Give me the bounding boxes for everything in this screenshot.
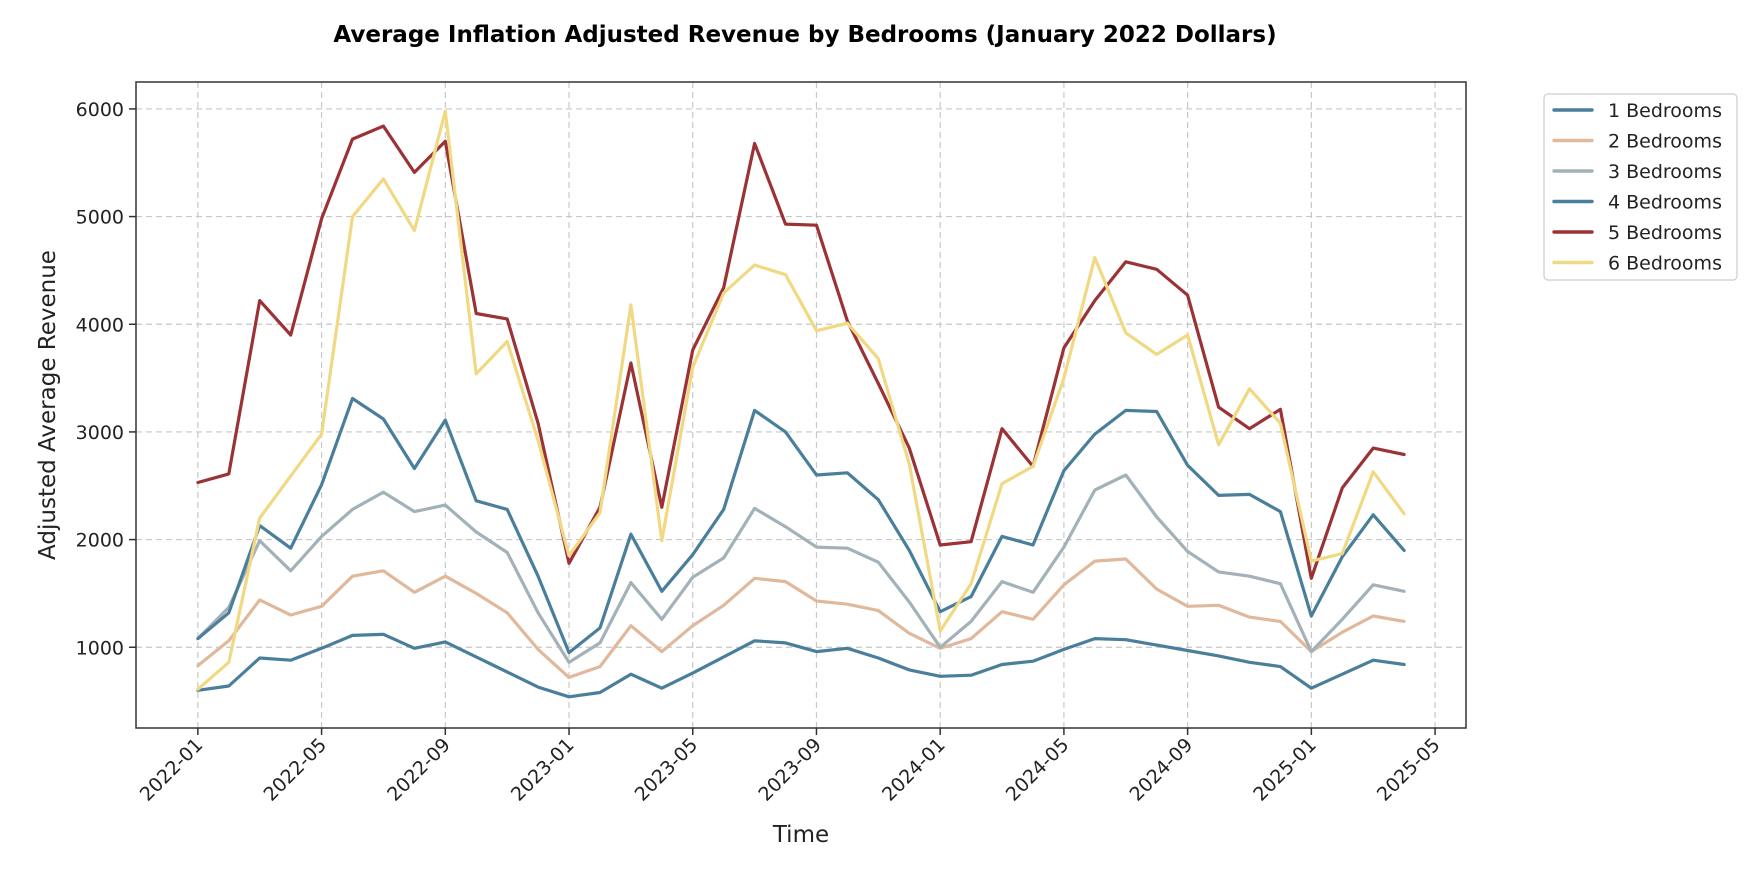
axis-ticks: 1000 2000 3000 4000 5000 6000 2022-01 2022-05 20…	[76, 99, 1445, 806]
chart-title: Average Inflation Adjusted Revenue by Be…	[333, 22, 1276, 48]
x-tick-label: 2024-05	[1002, 734, 1074, 806]
y-tick-label: 6000	[76, 99, 124, 121]
legend-label: 1 Bedrooms	[1608, 100, 1722, 122]
x-tick-label: 2022-09	[383, 734, 455, 806]
y-tick-label: 1000	[76, 637, 124, 659]
series-line-3-bedrooms	[196, 473, 1406, 664]
legend-label: 2 Bedrooms	[1608, 131, 1722, 153]
legend-label: 4 Bedrooms	[1608, 192, 1722, 214]
series-line-2-bedrooms	[196, 557, 1406, 680]
legend-label: 5 Bedrooms	[1608, 222, 1722, 244]
series-line-4-bedrooms	[196, 396, 1406, 655]
grid-lines	[136, 82, 1466, 728]
x-tick-label: 2023-05	[631, 734, 703, 806]
legend: 1 Bedrooms 2 Bedrooms 3 Bedrooms 4 Bedrooms…	[1543, 93, 1738, 281]
x-tick-label: 2022-01	[136, 734, 208, 806]
x-tick-label: 2025-01	[1249, 734, 1321, 806]
series-line-6-bedrooms	[196, 109, 1406, 691]
x-tick-label: 2022-05	[259, 734, 331, 806]
series-lines	[196, 109, 1406, 699]
y-tick-label: 2000	[76, 530, 124, 552]
series-line-1-bedrooms	[196, 632, 1406, 699]
y-tick-label: 4000	[76, 314, 124, 336]
legend-label: 3 Bedrooms	[1608, 161, 1722, 183]
x-axis-label: Time	[772, 822, 829, 848]
series-line-5-bedrooms	[196, 124, 1406, 580]
x-tick-label: 2023-01	[507, 734, 579, 806]
x-tick-label: 2024-09	[1125, 734, 1197, 806]
y-axis-label: Adjusted Average Revenue	[35, 250, 61, 560]
y-tick-label: 3000	[76, 422, 124, 444]
x-tick-label: 2024-01	[878, 734, 950, 806]
x-tick-label: 2025-05	[1373, 734, 1445, 806]
y-tick-label: 5000	[76, 207, 124, 229]
x-tick-label: 2023-09	[754, 734, 826, 806]
legend-label: 6 Bedrooms	[1608, 253, 1722, 275]
plot-frame	[135, 81, 1467, 729]
